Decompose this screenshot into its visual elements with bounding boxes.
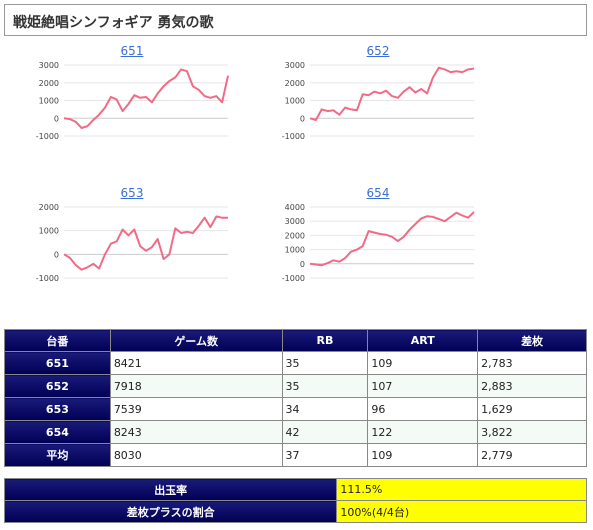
machine-number: 653 [4, 397, 111, 421]
y-tick-label: 1000 [285, 246, 305, 255]
art-cell: 122 [367, 420, 479, 444]
rb-cell: 42 [281, 420, 369, 444]
y-tick-label: -1000 [36, 132, 59, 141]
col-header-games: ゲーム数 [109, 329, 283, 352]
rb-cell: 35 [281, 351, 369, 375]
games-cell: 7539 [109, 397, 283, 421]
chart-title-link[interactable]: 651 [120, 44, 144, 58]
rb-cell: 34 [281, 397, 369, 421]
y-tick-label: -1000 [282, 132, 305, 141]
games-cell: 8030 [109, 443, 283, 467]
summary-table: 出玉率 111.5% 差枚プラスの割合 100%(4/4台) [3, 478, 587, 523]
rb-cell: 37 [281, 443, 369, 467]
games-cell: 8421 [109, 351, 283, 375]
art-cell: 109 [367, 351, 479, 375]
y-tick-label: -1000 [36, 274, 59, 283]
series-line [309, 66, 475, 121]
payout-label: 出玉率 [3, 478, 338, 501]
diff-cell: 2,783 [477, 351, 587, 375]
y-tick-label: 1000 [285, 97, 305, 106]
summary-row-plus: 差枚プラスの割合 100%(4/4台) [3, 500, 587, 523]
machine-number: 652 [4, 374, 111, 398]
average-label: 平均 [4, 443, 111, 467]
col-header-rb: RB [281, 329, 369, 352]
games-cell: 8243 [109, 420, 283, 444]
table-row: 652 7918 35 107 2,883 [4, 374, 587, 398]
chart-651: 651 3000 2000 1000 0 -1000 [32, 44, 232, 159]
page-header: 戦姫絶唱シンフォギア 勇気の歌 [4, 4, 587, 36]
y-tick-label: 2000 [39, 79, 59, 88]
summary-row-payout: 出玉率 111.5% [3, 478, 587, 501]
series-line [309, 211, 475, 267]
col-header-art: ART [367, 329, 479, 352]
y-tick-label: 1000 [39, 227, 59, 236]
y-tick-label: 2000 [285, 231, 305, 240]
machine-number: 654 [4, 420, 111, 444]
games-cell: 7918 [109, 374, 283, 398]
y-tick-label: -1000 [282, 274, 305, 283]
line-chart-svg: 2000 1000 0 -1000 [36, 203, 228, 283]
table-row: 651 8421 35 109 2,783 [4, 351, 587, 375]
chart-title-link[interactable]: 652 [366, 44, 390, 58]
plus-ratio-label: 差枚プラスの割合 [3, 500, 338, 523]
table-header-row: 台番 ゲーム数 RB ART 差枚 [4, 329, 587, 352]
rb-cell: 35 [281, 374, 369, 398]
machine-table: 台番 ゲーム数 RB ART 差枚 651 8421 35 109 2,783 … [4, 329, 587, 467]
chart-652: 652 3000 2000 1000 0 -1000 [278, 44, 478, 159]
series-line [63, 68, 229, 129]
y-tick-label: 3000 [285, 61, 305, 70]
y-tick-label: 4000 [285, 203, 305, 212]
y-tick-label: 0 [300, 260, 305, 269]
line-chart-svg: 4000 3000 2000 1000 0 -1000 [282, 203, 475, 283]
y-tick-label: 0 [54, 114, 59, 123]
table-row-average: 平均 8030 37 109 2,779 [4, 443, 587, 467]
y-tick-label: 2000 [285, 79, 305, 88]
page-title: 戦姫絶唱シンフォギア 勇気の歌 [13, 15, 214, 31]
chart-653: 653 2000 1000 0 -1000 [32, 186, 232, 301]
table-row: 654 8243 42 122 3,822 [4, 420, 587, 444]
plus-ratio-value: 100%(4/4台) [336, 500, 587, 523]
machine-number: 651 [4, 351, 111, 375]
col-header-diff: 差枚 [477, 329, 587, 352]
diff-cell: 2,779 [477, 443, 587, 467]
chart-title-link[interactable]: 654 [366, 186, 390, 200]
y-tick-label: 3000 [39, 61, 59, 70]
series-line [63, 215, 228, 271]
chart-title-link[interactable]: 653 [120, 186, 144, 200]
line-chart-svg: 3000 2000 1000 0 -1000 [36, 61, 229, 141]
col-header-machine: 台番 [4, 329, 111, 352]
y-tick-label: 2000 [39, 203, 59, 212]
art-cell: 96 [367, 397, 479, 421]
chart-654: 654 4000 3000 2000 1000 0 -1000 [278, 186, 478, 301]
diff-cell: 3,822 [477, 420, 587, 444]
art-cell: 109 [367, 443, 479, 467]
table-row: 653 7539 34 96 1,629 [4, 397, 587, 421]
art-cell: 107 [367, 374, 479, 398]
y-tick-label: 0 [54, 250, 59, 259]
y-tick-label: 0 [300, 114, 305, 123]
y-tick-label: 1000 [39, 97, 59, 106]
payout-value: 111.5% [336, 478, 587, 501]
diff-cell: 1,629 [477, 397, 587, 421]
line-chart-svg: 3000 2000 1000 0 -1000 [282, 61, 475, 141]
diff-cell: 2,883 [477, 374, 587, 398]
y-tick-label: 3000 [285, 217, 305, 226]
